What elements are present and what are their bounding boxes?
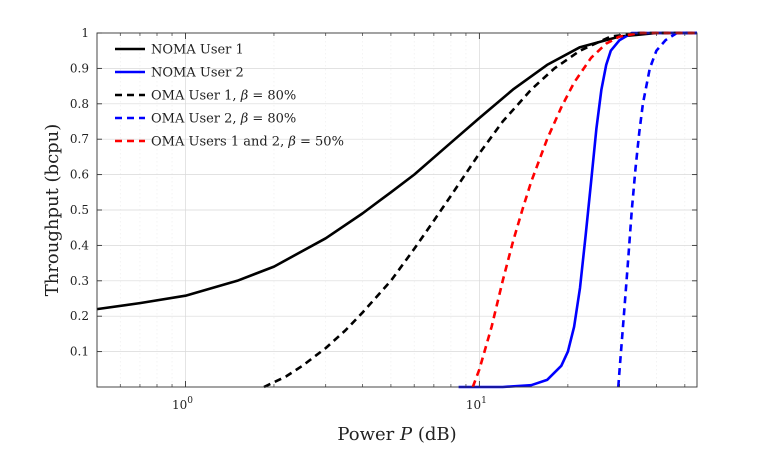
grid [97,33,697,387]
y-tick-label: 0.1 [70,345,89,359]
x-tick-label: 101 [466,396,487,412]
y-tick-label: 0.6 [70,168,89,182]
y-tick-label: 1 [81,26,89,40]
y-tick-label: 0.4 [70,238,89,252]
legend-label: NOMA User 2 [151,66,244,81]
series-line-3 [263,31,697,389]
series-line-4 [617,31,697,388]
y-tick-label: 0.8 [70,97,89,111]
x-axis-title-text: Power [337,424,400,445]
series-line-5 [471,31,697,388]
y-tick-label: 0.5 [70,203,89,217]
legend-label: OMA User 2, β = 80% [151,112,296,127]
axis-ticks: 0.1 0.2 0.3 0.4 0.5 0.6 0.7 0.8 0.9 1 100 101 [70,26,697,412]
x-axis-title: Power P (dB) [337,424,456,445]
x-axis-title-unit: (dB) [412,424,457,445]
y-tick-label: 0.7 [70,132,89,146]
y-tick-label: 0.9 [70,61,89,75]
y-tick-label: 0.3 [70,274,89,288]
y-tick-label: 0.2 [70,309,89,323]
legend-label: NOMA User 1 [151,43,244,58]
y-axis-title: Throughput (bcpu) [42,124,63,297]
legend: NOMA User 1 NOMA User 2 OMA User 1, β = 80… [115,43,344,150]
legend-label: OMA User 1, β = 80% [151,89,296,104]
x-tick-label: 100 [172,396,193,412]
series-lines [96,31,697,389]
legend-label: OMA Users 1 and 2, β = 50% [151,135,344,150]
x-axis-title-var: P [399,424,413,445]
series-line-2 [458,31,697,389]
